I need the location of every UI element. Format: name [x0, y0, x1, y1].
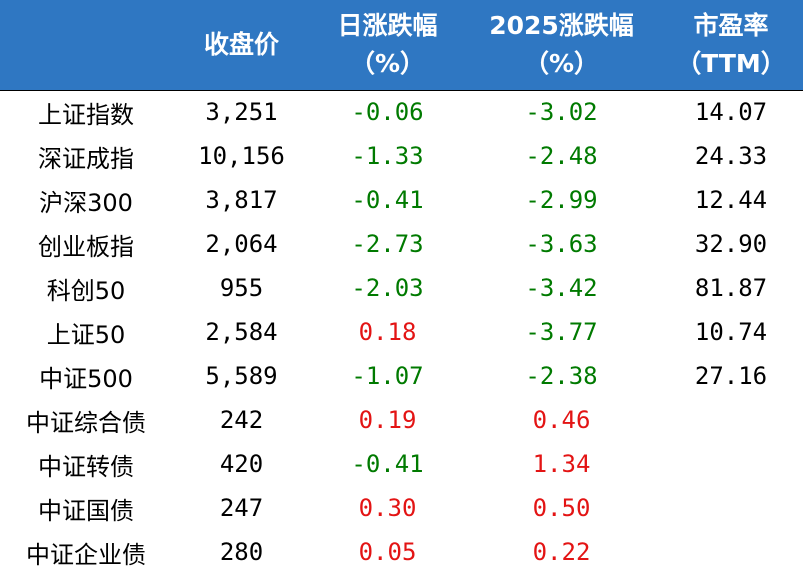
pe-ttm: 24.33: [694, 142, 768, 170]
header-pe-unit: （TTM）: [676, 49, 786, 78]
table-row: 上证指数 3,251 -0.06 -3.02 14.07: [0, 90, 803, 134]
header-pe-cell: 市盈率 （TTM）: [659, 0, 803, 90]
header-day-change-label: 日涨跌幅: [337, 11, 438, 40]
close-price: 2,064: [205, 230, 278, 258]
close-price: 420: [219, 450, 264, 478]
index-name: 科创50: [46, 276, 126, 305]
close-price: 955: [219, 274, 264, 302]
pe-ttm: 12.44: [694, 186, 768, 214]
index-name: 深证成指: [38, 144, 134, 173]
header-divider: [0, 90, 803, 91]
close-price: 3,817: [205, 186, 278, 214]
pe-ttm: 14.07: [694, 98, 768, 126]
pe-ttm: 27.16: [694, 362, 768, 390]
index-name: 上证50: [46, 320, 126, 349]
index-name: 上证指数: [38, 100, 134, 129]
table-row: 上证50 2,584 0.18 -3.77 10.74: [0, 310, 803, 354]
pe-ttm: 32.90: [694, 230, 768, 258]
pe-ttm: [659, 442, 803, 486]
ytd-change: -2.38: [525, 362, 598, 390]
pe-ttm: [659, 486, 803, 530]
close-price: 280: [219, 538, 264, 566]
index-name: 中证500: [39, 364, 133, 393]
pe-ttm: 10.74: [694, 318, 768, 346]
daily-change: -2.03: [351, 274, 424, 302]
table-row: 深证成指 10,156 -1.33 -2.48 24.33: [0, 134, 803, 178]
ytd-change: -2.48: [525, 142, 598, 170]
table-row: 中证企业债 280 0.05 0.22: [0, 530, 803, 574]
ytd-change: 0.46: [532, 406, 591, 434]
header-day-change-cell: 日涨跌幅 （%）: [311, 0, 464, 90]
header-pe-label: 市盈率: [693, 11, 769, 40]
table-row: 中证转债 420 -0.41 1.34: [0, 442, 803, 486]
ytd-change: 0.50: [532, 494, 591, 522]
pe-ttm: [659, 398, 803, 442]
table-body: 上证指数 3,251 -0.06 -3.02 14.07 深证成指 10,156 -1.33 -…: [0, 90, 803, 574]
table-row: 沪深300 3,817 -0.41 -2.99 12.44: [0, 178, 803, 222]
pe-ttm: 81.87: [694, 274, 768, 302]
ytd-change: 1.34: [532, 450, 591, 478]
daily-change: -1.33: [351, 142, 424, 170]
header-ytd-change-label: 2025涨跌幅: [489, 11, 634, 40]
daily-change: -0.06: [351, 98, 424, 126]
header-day-change-unit: （%）: [349, 49, 426, 78]
daily-change: -0.41: [351, 450, 424, 478]
header-ytd-change-unit: （%）: [523, 49, 600, 78]
daily-change: 0.19: [358, 406, 417, 434]
header-close-label: 收盘价: [203, 30, 279, 59]
header-ytd-change-cell: 2025涨跌幅 （%）: [464, 0, 659, 90]
ytd-change: -2.99: [525, 186, 598, 214]
table-row: 创业板指 2,064 -2.73 -3.63 32.90: [0, 222, 803, 266]
index-name: 创业板指: [38, 232, 134, 261]
pe-ttm: [659, 530, 803, 574]
index-name: 中证综合债: [26, 408, 146, 437]
daily-change: -1.07: [351, 362, 424, 390]
close-price: 10,156: [198, 142, 285, 170]
ytd-change: -3.63: [525, 230, 598, 258]
close-price: 242: [219, 406, 264, 434]
header-name-cell: [0, 0, 172, 90]
close-price: 2,584: [205, 318, 278, 346]
daily-change: 0.05: [358, 538, 417, 566]
daily-change: 0.18: [358, 318, 417, 346]
ytd-change: -3.42: [525, 274, 598, 302]
close-price: 247: [219, 494, 264, 522]
table-header: 收盘价 日涨跌幅 （%） 2025涨跌幅 （%） 市盈率 （TTM）: [0, 0, 803, 90]
index-name: 中证企业债: [26, 540, 146, 569]
ytd-change: 0.22: [532, 538, 591, 566]
daily-change: -2.73: [351, 230, 424, 258]
daily-change: -0.41: [351, 186, 424, 214]
ytd-change: -3.02: [525, 98, 598, 126]
daily-change: 0.30: [358, 494, 417, 522]
index-name: 中证转债: [38, 452, 134, 481]
ytd-change: -3.77: [525, 318, 598, 346]
table-row: 中证500 5,589 -1.07 -2.38 27.16: [0, 354, 803, 398]
table-row: 中证国债 247 0.30 0.50: [0, 486, 803, 530]
index-name: 沪深300: [39, 188, 133, 217]
close-price: 5,589: [205, 362, 278, 390]
index-name: 中证国债: [38, 496, 134, 525]
close-price: 3,251: [205, 98, 278, 126]
table-row: 科创50 955 -2.03 -3.42 81.87: [0, 266, 803, 310]
header-close-cell: 收盘价: [172, 0, 311, 90]
table-row: 中证综合债 242 0.19 0.46: [0, 398, 803, 442]
